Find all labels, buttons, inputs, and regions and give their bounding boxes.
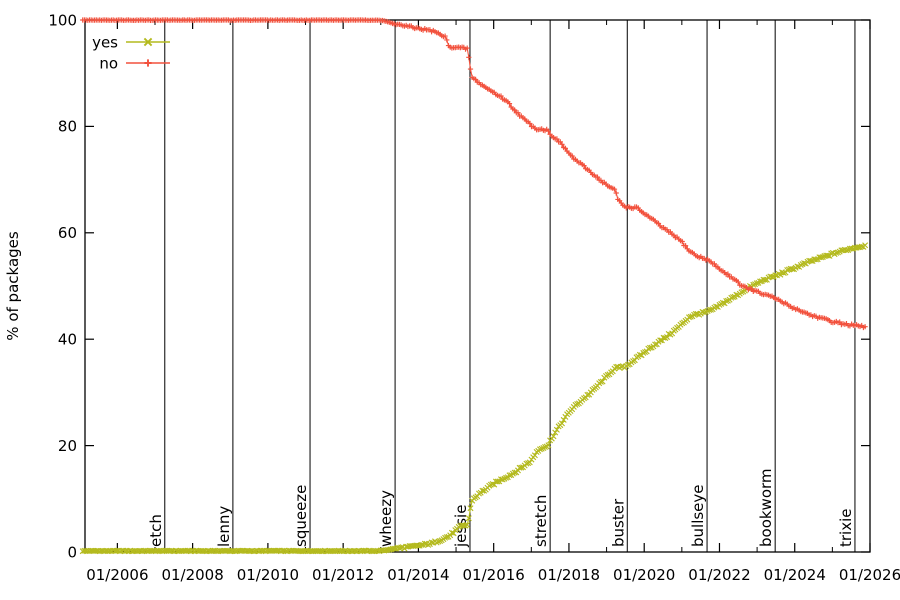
x-tick-label: 01/2018 [538, 566, 600, 584]
series-no-line [82, 19, 866, 329]
legend-marker-no [144, 59, 152, 67]
y-tick-label: 100 [48, 11, 77, 29]
release-label-wheezy: wheezy [377, 490, 395, 547]
series-no-markers [80, 17, 868, 331]
x-tick-label: 01/2016 [463, 566, 525, 584]
release-label-bullseye: bullseye [689, 484, 707, 547]
x-tick-label: 01/2012 [312, 566, 374, 584]
x-tick-label: 01/2024 [764, 566, 826, 584]
x-tick-label: 01/2022 [688, 566, 750, 584]
release-label-stretch: stretch [532, 495, 550, 547]
y-tick-label: 60 [58, 224, 77, 242]
y-tick-label: 80 [58, 118, 77, 136]
series-yes-markers [79, 242, 869, 555]
plot-border [84, 19, 871, 553]
legend-marker-yes [143, 37, 153, 47]
release-label-trixie: trixie [837, 509, 855, 548]
y-tick-label: 40 [58, 330, 77, 348]
release-label-lenny: lenny [215, 506, 233, 547]
legend-label-no: no [99, 54, 118, 72]
y-axis-title: % of packages [4, 231, 22, 341]
x-tick-label: 01/2014 [387, 566, 449, 584]
y-tick-label: 0 [67, 543, 77, 561]
release-label-etch: etch [147, 514, 165, 547]
release-label-buster: buster [609, 498, 627, 547]
legend-label-yes: yes [92, 33, 118, 51]
y-tick-label: 20 [58, 437, 77, 455]
x-tick-label: 01/2020 [613, 566, 675, 584]
x-tick-label: 01/2006 [86, 566, 148, 584]
x-tick-label: 01/2008 [161, 566, 223, 584]
x-tick-label: 01/2010 [237, 566, 299, 584]
x-tick-label: 01/2026 [839, 566, 900, 584]
release-label-squeeze: squeeze [292, 485, 310, 547]
release-label-bookworm: bookworm [757, 468, 775, 547]
